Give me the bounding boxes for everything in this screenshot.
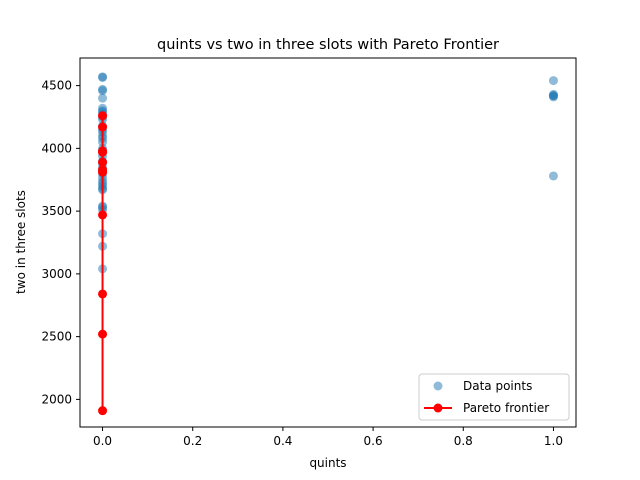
y-tick-label: 3000 bbox=[41, 267, 72, 281]
y-tick-label: 2500 bbox=[41, 330, 72, 344]
legend-marker-pareto-frontier bbox=[433, 403, 443, 413]
x-tick-label: 0.2 bbox=[183, 434, 202, 448]
legend-box bbox=[418, 373, 570, 421]
legend-label-pareto-frontier: Pareto frontier bbox=[463, 401, 549, 415]
x-tick-label: 0.6 bbox=[364, 434, 383, 448]
pareto-frontier-point bbox=[98, 157, 108, 167]
y-tick-label: 3500 bbox=[41, 204, 72, 218]
legend-marker-data-points bbox=[433, 381, 443, 391]
series-pareto-frontier bbox=[98, 111, 108, 416]
axes-frame bbox=[79, 57, 577, 428]
x-axis-label: quints bbox=[309, 456, 346, 470]
pareto-frontier-point bbox=[98, 122, 108, 132]
pareto-frontier-point bbox=[98, 406, 108, 416]
x-tick-label: 0.8 bbox=[454, 434, 473, 448]
data-point bbox=[548, 76, 558, 86]
pareto-frontier-point bbox=[98, 147, 108, 157]
y-tick-label: 4000 bbox=[41, 141, 72, 155]
y-tick-label: 2000 bbox=[41, 392, 72, 406]
x-axis-ticks: 0.0 0.2 0.4 0.6 0.8 1.0 bbox=[93, 427, 563, 448]
pareto-frontier-point bbox=[98, 111, 108, 121]
pareto-frontier-point bbox=[98, 289, 108, 299]
chart-title: quints vs two in three slots with Pareto… bbox=[157, 37, 499, 53]
y-axis-label: two in three slots bbox=[14, 190, 28, 294]
data-point bbox=[548, 171, 558, 181]
plot-area bbox=[79, 57, 577, 428]
x-tick-label: 0.0 bbox=[93, 434, 112, 448]
legend-label-data-points: Data points bbox=[463, 379, 532, 393]
y-axis-ticks: 2000 2500 3000 3500 4000 4500 bbox=[41, 79, 80, 406]
data-point bbox=[98, 72, 108, 82]
legend: Data points Pareto frontier bbox=[418, 373, 570, 421]
data-point bbox=[98, 86, 108, 96]
x-tick-label: 1.0 bbox=[544, 434, 563, 448]
pareto-frontier-point bbox=[98, 329, 108, 339]
data-point bbox=[98, 93, 108, 103]
pareto-frontier-point bbox=[98, 167, 108, 177]
y-tick-label: 4500 bbox=[41, 79, 72, 93]
x-tick-label: 0.4 bbox=[273, 434, 292, 448]
pareto-frontier-point bbox=[98, 210, 108, 220]
data-point bbox=[548, 91, 558, 101]
